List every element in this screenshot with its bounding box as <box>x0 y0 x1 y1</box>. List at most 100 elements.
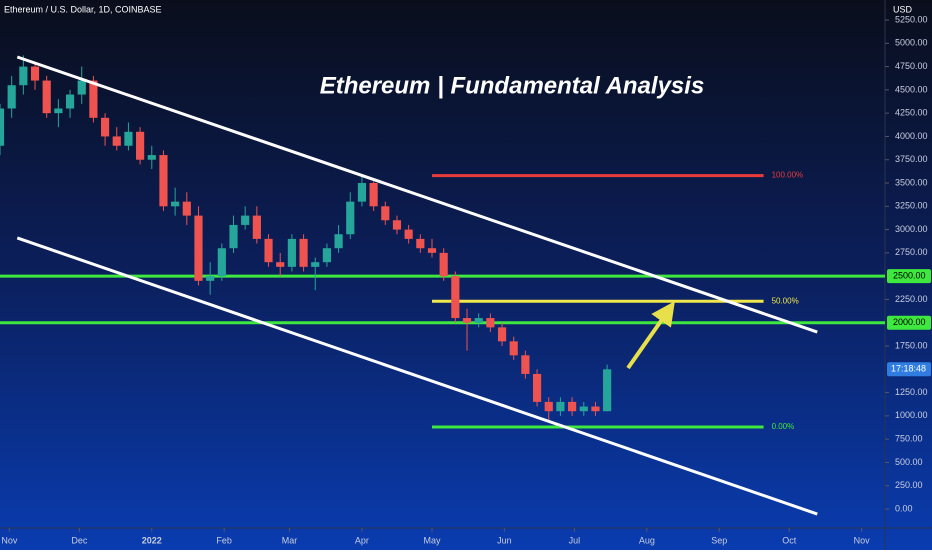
candle-body <box>556 401 565 412</box>
candle-body <box>194 215 203 281</box>
candle-body <box>509 341 518 356</box>
candle-body <box>381 206 390 221</box>
y-tick-label: 750.00 <box>895 434 923 444</box>
candle-body <box>497 327 507 342</box>
x-tick-label: Nov <box>1 535 18 545</box>
candle-body <box>392 220 402 230</box>
candle-body <box>334 234 343 249</box>
candle-body <box>346 201 355 235</box>
y-tick-label: 250.00 <box>895 480 923 490</box>
candle-body <box>462 318 472 323</box>
candle-body <box>311 262 320 267</box>
arrow <box>626 301 675 370</box>
candle-body <box>416 238 425 249</box>
candle-body <box>451 276 460 319</box>
fib-label: 100.00% <box>772 171 804 180</box>
x-tick-label: Jun <box>497 535 512 545</box>
candle-body <box>322 248 331 263</box>
candle-body <box>77 80 86 95</box>
x-tick-label: Mar <box>282 535 298 545</box>
candle-body <box>252 215 261 239</box>
candle-body <box>264 238 273 263</box>
candle-body <box>404 229 413 239</box>
x-tick-label: Aug <box>639 535 655 545</box>
candle-body <box>217 248 226 277</box>
candle-body <box>276 262 285 267</box>
y-tick-label: 5000.00 <box>895 38 928 48</box>
candle-body <box>182 201 191 216</box>
y-tick-label: 2250.00 <box>895 294 928 304</box>
y-tick-label: 3750.00 <box>895 154 928 164</box>
x-tick-label: Jul <box>569 535 581 545</box>
y-tick-label: 1750.00 <box>895 340 928 350</box>
y-tick-label: 0.00 <box>895 503 913 513</box>
candle-body <box>568 401 577 412</box>
level-label: 2000.00 <box>893 317 926 327</box>
y-tick-label: 4250.00 <box>895 108 928 118</box>
y-tick-label: 1000.00 <box>895 410 928 420</box>
level-tag <box>887 269 931 284</box>
chart-title: Ethereum | Fundamental Analysis <box>320 72 705 99</box>
candle-body <box>369 183 378 207</box>
candle-body <box>100 117 110 137</box>
candle-body <box>136 131 145 160</box>
y-tick-label: 5250.00 <box>895 14 928 24</box>
candle-body <box>427 248 437 253</box>
level-label: 2500.00 <box>893 271 926 281</box>
candle-body <box>19 66 28 86</box>
candle-body <box>0 108 5 146</box>
candle-body <box>229 224 238 249</box>
candle-body <box>241 215 250 225</box>
candle-body <box>299 238 308 267</box>
fib-label: 50.00% <box>772 296 799 305</box>
candle-body <box>147 155 156 160</box>
candle-body <box>30 66 40 81</box>
x-tick-label: Feb <box>216 535 232 545</box>
candle-body <box>124 131 133 146</box>
last-tag <box>887 362 931 377</box>
y-tick-label: 3500.00 <box>895 177 928 187</box>
candle-body <box>357 183 367 202</box>
y-tick-label: 2750.00 <box>895 247 928 257</box>
candle-body <box>591 406 600 412</box>
candle-body <box>486 318 495 328</box>
fib-label: 0.00% <box>772 422 795 431</box>
y-tick-label: 1250.00 <box>895 387 928 397</box>
candle-body <box>159 155 168 207</box>
candle-body <box>287 238 296 267</box>
candle-body <box>579 406 588 412</box>
x-tick-label: May <box>423 535 441 545</box>
level-tag <box>887 315 931 330</box>
y-tick-label: 4750.00 <box>895 61 928 71</box>
y-tick-label: 3000.00 <box>895 224 928 234</box>
candle-body <box>7 85 16 109</box>
y-tick-label: 500.00 <box>895 457 923 467</box>
candle-body <box>89 80 98 118</box>
candle-body <box>54 108 63 114</box>
x-tick-label: Nov <box>854 535 871 545</box>
y-tick-label: 3250.00 <box>895 201 928 211</box>
candle-body <box>171 201 180 207</box>
candle-body <box>439 252 448 277</box>
candle-body <box>521 355 530 374</box>
header: Ethereum / U.S. Dollar, 1D, COINBASE <box>4 4 162 14</box>
x-tick-label: 2022 <box>142 535 162 545</box>
candle-body <box>474 318 483 323</box>
candle-body <box>544 401 553 412</box>
x-tick-label: Oct <box>782 535 797 545</box>
trendline <box>16 236 818 516</box>
candle-body <box>112 136 121 146</box>
candle-body <box>603 369 612 412</box>
x-tick-label: Sep <box>711 535 727 545</box>
candle-body <box>206 276 215 281</box>
y-tick-label: 4000.00 <box>895 131 928 141</box>
candle-body <box>42 80 51 114</box>
x-tick-label: Apr <box>355 535 369 545</box>
candle-body <box>65 94 75 109</box>
y-tick-label: 4500.00 <box>895 84 928 94</box>
x-tick-label: Dec <box>71 535 88 545</box>
candle-body <box>532 373 542 402</box>
trendline <box>16 55 818 334</box>
